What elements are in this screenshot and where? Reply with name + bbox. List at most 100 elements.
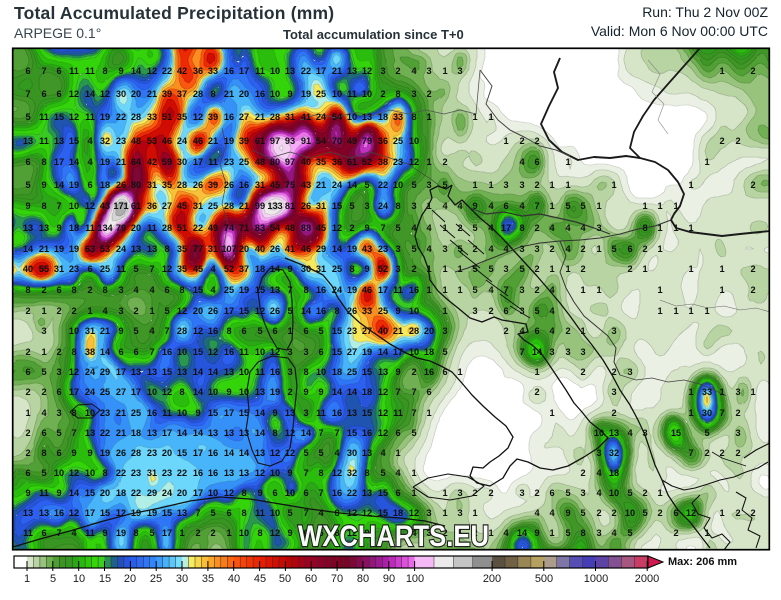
- svg-text:1: 1: [657, 306, 662, 316]
- svg-text:8: 8: [71, 285, 76, 295]
- svg-text:15: 15: [99, 573, 111, 585]
- svg-text:15: 15: [193, 347, 203, 357]
- svg-text:5: 5: [210, 508, 215, 518]
- svg-text:17: 17: [393, 347, 403, 357]
- svg-text:11: 11: [69, 66, 79, 76]
- svg-text:1: 1: [657, 223, 662, 233]
- svg-text:14: 14: [177, 428, 188, 438]
- svg-text:3: 3: [627, 367, 632, 377]
- svg-text:6: 6: [272, 326, 277, 336]
- svg-text:35: 35: [162, 180, 172, 190]
- svg-text:16: 16: [332, 408, 342, 418]
- svg-text:2: 2: [735, 136, 740, 146]
- svg-text:29: 29: [100, 367, 110, 377]
- svg-text:16: 16: [316, 285, 326, 295]
- svg-text:24: 24: [85, 387, 96, 397]
- svg-text:27: 27: [162, 201, 172, 211]
- svg-text:23: 23: [147, 448, 157, 458]
- svg-text:17: 17: [239, 66, 249, 76]
- svg-text:3: 3: [411, 201, 416, 211]
- svg-text:3: 3: [519, 488, 524, 498]
- svg-text:4: 4: [565, 223, 571, 233]
- svg-text:7: 7: [411, 387, 416, 397]
- svg-text:2: 2: [426, 89, 431, 99]
- svg-text:3: 3: [472, 306, 477, 316]
- svg-text:11: 11: [393, 408, 403, 418]
- svg-text:1: 1: [565, 180, 570, 190]
- svg-text:31: 31: [147, 468, 157, 478]
- svg-text:10: 10: [594, 428, 604, 438]
- svg-text:16: 16: [162, 347, 172, 357]
- svg-text:2000: 2000: [635, 573, 659, 585]
- svg-text:35: 35: [177, 264, 187, 274]
- svg-text:35: 35: [316, 157, 326, 167]
- svg-text:28: 28: [162, 223, 172, 233]
- svg-text:4: 4: [503, 244, 509, 254]
- svg-text:3: 3: [426, 180, 431, 190]
- svg-text:2: 2: [580, 264, 585, 274]
- svg-text:12: 12: [193, 112, 203, 122]
- svg-text:32: 32: [347, 468, 357, 478]
- svg-text:1: 1: [472, 112, 477, 122]
- svg-text:11: 11: [23, 528, 33, 538]
- svg-text:15: 15: [255, 285, 265, 295]
- svg-text:2: 2: [534, 180, 539, 190]
- svg-text:9: 9: [565, 508, 570, 518]
- svg-text:15: 15: [100, 508, 110, 518]
- svg-text:4: 4: [380, 448, 386, 458]
- svg-text:9: 9: [287, 528, 292, 538]
- svg-text:5: 5: [25, 180, 30, 190]
- svg-text:8: 8: [519, 223, 524, 233]
- svg-text:16: 16: [208, 448, 218, 458]
- svg-text:16: 16: [193, 468, 203, 478]
- svg-text:3: 3: [596, 223, 601, 233]
- svg-text:9: 9: [25, 488, 30, 498]
- svg-text:6: 6: [56, 89, 61, 99]
- svg-text:6: 6: [534, 157, 539, 167]
- svg-text:2: 2: [457, 223, 462, 233]
- svg-text:14: 14: [208, 367, 219, 377]
- svg-text:28: 28: [409, 326, 419, 336]
- svg-text:55: 55: [39, 264, 49, 274]
- svg-text:3: 3: [56, 408, 61, 418]
- svg-text:9: 9: [87, 448, 92, 458]
- svg-text:1: 1: [442, 223, 447, 233]
- svg-text:15: 15: [362, 367, 372, 377]
- svg-text:16: 16: [362, 428, 372, 438]
- svg-text:1: 1: [596, 285, 601, 295]
- svg-text:9: 9: [56, 223, 61, 233]
- svg-text:4: 4: [442, 201, 448, 211]
- svg-text:1: 1: [426, 157, 431, 167]
- svg-text:14: 14: [332, 244, 343, 254]
- svg-text:171: 171: [113, 201, 128, 211]
- svg-text:3: 3: [380, 66, 385, 76]
- svg-text:17: 17: [85, 508, 95, 518]
- svg-text:9: 9: [226, 387, 231, 397]
- svg-text:16: 16: [208, 326, 218, 336]
- svg-text:2: 2: [627, 264, 632, 274]
- svg-text:22: 22: [378, 180, 388, 190]
- svg-text:3: 3: [287, 367, 292, 377]
- svg-text:1: 1: [25, 408, 30, 418]
- svg-text:33: 33: [393, 112, 403, 122]
- svg-text:35: 35: [202, 573, 214, 585]
- svg-text:48: 48: [285, 223, 295, 233]
- svg-text:14: 14: [85, 89, 96, 99]
- svg-text:9: 9: [364, 528, 369, 538]
- svg-text:8: 8: [71, 408, 76, 418]
- svg-text:3: 3: [303, 408, 308, 418]
- svg-text:10: 10: [332, 89, 342, 99]
- svg-text:2: 2: [488, 488, 493, 498]
- svg-text:6: 6: [25, 468, 30, 478]
- svg-text:2: 2: [472, 244, 477, 254]
- svg-text:17: 17: [193, 448, 203, 458]
- svg-text:12: 12: [270, 347, 280, 357]
- svg-text:1: 1: [688, 387, 693, 397]
- svg-text:5: 5: [704, 428, 709, 438]
- svg-text:30: 30: [176, 573, 188, 585]
- svg-text:35: 35: [177, 244, 187, 254]
- svg-text:88: 88: [301, 223, 311, 233]
- svg-text:1: 1: [534, 367, 539, 377]
- svg-text:12: 12: [270, 448, 280, 458]
- svg-text:8: 8: [257, 528, 262, 538]
